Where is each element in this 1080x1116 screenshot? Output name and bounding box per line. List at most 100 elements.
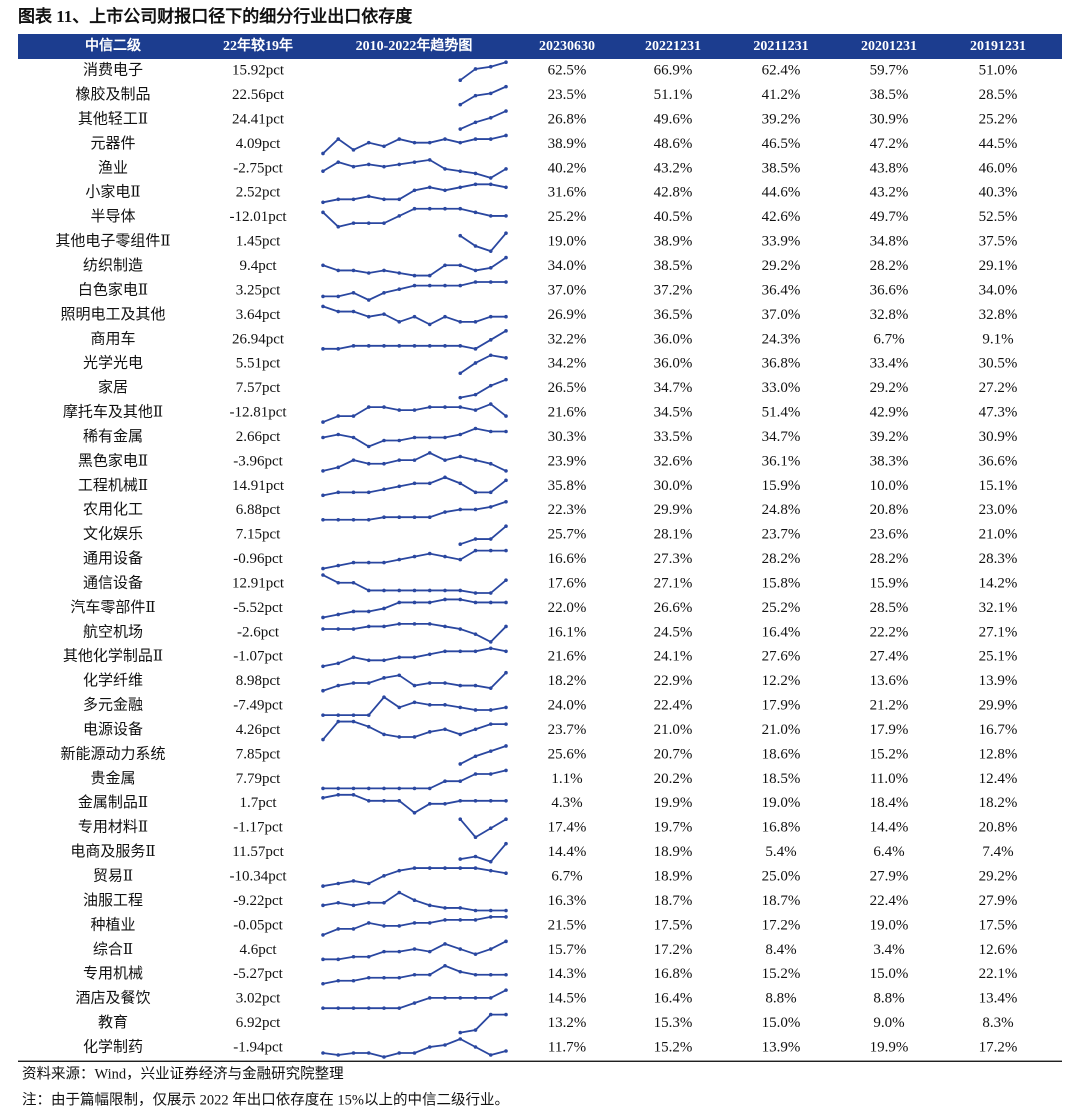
change-value: -1.07pct (233, 649, 283, 665)
ratio-value: 40.2% (548, 160, 587, 176)
trend-point (336, 957, 341, 962)
ratio-value: 37.0% (762, 307, 801, 323)
trend-point (412, 408, 417, 412)
industry-name: 多元金融 (83, 697, 143, 714)
trend-point (351, 414, 356, 418)
trend-point (412, 515, 417, 519)
trend-point (351, 344, 356, 348)
trend-point (321, 903, 325, 908)
ratio-value: 34.2% (548, 356, 587, 372)
ratio-value: 16.3% (548, 893, 587, 909)
trend-point (366, 624, 371, 629)
trend-point (397, 868, 402, 873)
trend-point (336, 414, 341, 418)
trend-point (397, 705, 402, 710)
trend-point (366, 444, 371, 449)
trend-point (382, 221, 386, 225)
header-cell: 20230630 (539, 39, 595, 54)
ratio-value: 22.1% (979, 966, 1018, 982)
trend-point (321, 169, 325, 173)
trend-point (336, 1006, 341, 1010)
ratio-value: 6.7% (551, 869, 582, 885)
industry-name: 电商及服务Ⅱ (70, 843, 155, 860)
trend-line (322, 403, 507, 423)
industry-name: 工程机械Ⅱ (78, 477, 148, 494)
ratio-value: 25.2% (979, 111, 1018, 127)
industry-name: 专用机械 (83, 965, 143, 982)
trend-point (458, 1030, 463, 1035)
trend-point (336, 793, 341, 797)
trend-point (397, 600, 402, 605)
ratio-value: 14.3% (548, 966, 587, 982)
trend-point (412, 1051, 417, 1055)
ratio-value: 24.5% (654, 624, 693, 640)
ratio-value: 22.9% (654, 673, 693, 689)
ratio-value: 14.4% (870, 820, 909, 836)
trend-point (458, 866, 463, 870)
ratio-value: 22.3% (548, 502, 587, 518)
ratio-value: 41.2% (762, 87, 801, 103)
trend-point (504, 167, 508, 171)
ratio-value: 16.8% (762, 820, 801, 836)
trend-point (488, 799, 493, 803)
trend-point (321, 615, 325, 620)
trend-line (322, 867, 507, 887)
ratio-value: 18.5% (762, 771, 801, 787)
trend-point (504, 255, 508, 260)
trend-point (336, 490, 341, 495)
trend-point (336, 978, 341, 983)
trend-point (473, 754, 478, 759)
ratio-value: 21.6% (548, 649, 587, 665)
trend-point (397, 924, 402, 928)
ratio-value: 21.6% (548, 405, 587, 421)
ratio-value: 15.7% (548, 942, 587, 958)
trend-line (459, 110, 507, 130)
industry-name: 照明电工及其他 (60, 306, 165, 323)
trend-point (351, 221, 356, 225)
ratio-value: 17.5% (654, 917, 693, 933)
trend-point (504, 314, 508, 319)
trend-point (488, 646, 493, 651)
trend-point (321, 573, 325, 577)
trend-line (460, 1013, 506, 1034)
ratio-value: 10.0% (870, 478, 909, 494)
change-value: -12.01pct (229, 209, 287, 225)
ratio-value: 20.7% (654, 746, 693, 762)
ratio-value: 36.6% (979, 453, 1018, 469)
trend-point (504, 280, 508, 284)
trend-point (458, 947, 463, 951)
change-value: 22.56pct (232, 87, 285, 103)
ratio-value: 27.1% (979, 624, 1018, 640)
trend-point (488, 915, 493, 919)
trend-point (473, 972, 478, 977)
ratio-value: 6.4% (873, 844, 904, 860)
ratio-value: 14.4% (548, 844, 587, 860)
ratio-value: 12.6% (979, 942, 1018, 958)
trend-point (488, 353, 493, 358)
change-value: 2.66pct (236, 429, 281, 445)
trend-point (382, 164, 386, 169)
trend-point (504, 524, 508, 528)
ratio-value: 15.9% (762, 478, 801, 494)
ratio-value: 36.5% (654, 307, 693, 323)
ratio-value: 43.2% (870, 185, 909, 201)
trend-point (351, 954, 356, 959)
change-value: -3.96pct (233, 453, 283, 469)
trend-point (336, 294, 341, 299)
ratio-value: 27.2% (979, 380, 1018, 396)
trend-point (412, 160, 417, 164)
trend-point (412, 140, 417, 145)
trend-point (504, 109, 508, 113)
trend-point (336, 580, 341, 585)
ratio-value: 17.2% (979, 1039, 1018, 1055)
trend-point (458, 588, 463, 593)
trend-point (397, 162, 402, 167)
ratio-value: 28.5% (979, 87, 1018, 103)
change-value: 12.91pct (232, 575, 285, 591)
trend-point (504, 469, 508, 473)
trend-point (336, 465, 341, 470)
trend-point (427, 1045, 432, 1049)
trend-point (366, 921, 371, 925)
trend-point (321, 517, 325, 522)
ratio-value: 25.2% (548, 209, 587, 225)
